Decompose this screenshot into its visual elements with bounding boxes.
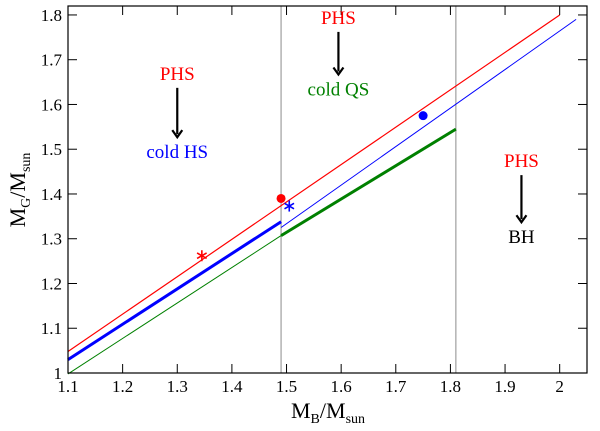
x-tick-label: 1.2: [112, 377, 133, 396]
x-tick-label: 1.7: [385, 377, 407, 396]
marker-circle-2: [276, 193, 286, 203]
arrow-down-icon: [515, 175, 528, 225]
vertical-boundaries: [280, 6, 457, 373]
annotation-right-bottom: BH: [508, 227, 535, 248]
y-tick-label: 1.6: [41, 95, 62, 114]
y-tick-label: 1.4: [41, 185, 63, 204]
x-tick-label: 1.1: [57, 377, 78, 396]
markers-group: [196, 111, 428, 262]
y-tick-label: 1.5: [41, 140, 62, 159]
x-tick-label: 1.6: [331, 377, 352, 396]
annotation-left-top: PHS: [160, 64, 195, 85]
x-tick-label: 1.8: [440, 377, 461, 396]
annotation-middle-top: PHS: [321, 8, 356, 29]
y-tick-label: 1.1: [41, 319, 62, 338]
y-tick-label: 1: [54, 364, 63, 383]
y-tick-label: 1.3: [41, 230, 62, 249]
series-line-3: [67, 220, 282, 361]
x-tick-label: 1.3: [167, 377, 188, 396]
series-group: [67, 14, 577, 375]
plot-frame: [67, 5, 588, 374]
annotation-middle-bottom: cold QS: [308, 80, 370, 101]
annotation-left-bottom: cold HS: [146, 142, 208, 163]
x-tick-label: 1.9: [494, 377, 515, 396]
x-tick-label: 2: [555, 377, 564, 396]
x-axis-label: MB/Msun: [291, 398, 365, 427]
y-tick-label: 1.2: [41, 274, 62, 293]
y-tick-label: 1.7: [41, 51, 63, 70]
series-line-2: [280, 18, 577, 228]
series-line-4: [67, 235, 282, 375]
series-line-5: [280, 127, 457, 237]
series-line-1: [67, 14, 561, 352]
annotations-group: PHS cold HS PHS cold QS PHS BH: [146, 8, 538, 248]
y-tick-label: 1.8: [41, 6, 62, 25]
marker-star-3: [284, 200, 295, 212]
x-tick-label: 1.4: [221, 377, 243, 396]
x-tick-label: 1.5: [276, 377, 297, 396]
arrow-down-icon: [171, 87, 184, 140]
ticks-group: 1.1 1.2 1.3 1.4 1.5 1.6 1.7 1.8 1.9 211.11.21.31.…: [41, 6, 587, 396]
marker-circle-4: [418, 111, 428, 121]
marker-star-1: [196, 250, 208, 262]
annotation-right-top: PHS: [504, 151, 539, 172]
y-axis-label: MG/Msun: [5, 153, 34, 228]
arrow-down-icon: [332, 31, 345, 77]
